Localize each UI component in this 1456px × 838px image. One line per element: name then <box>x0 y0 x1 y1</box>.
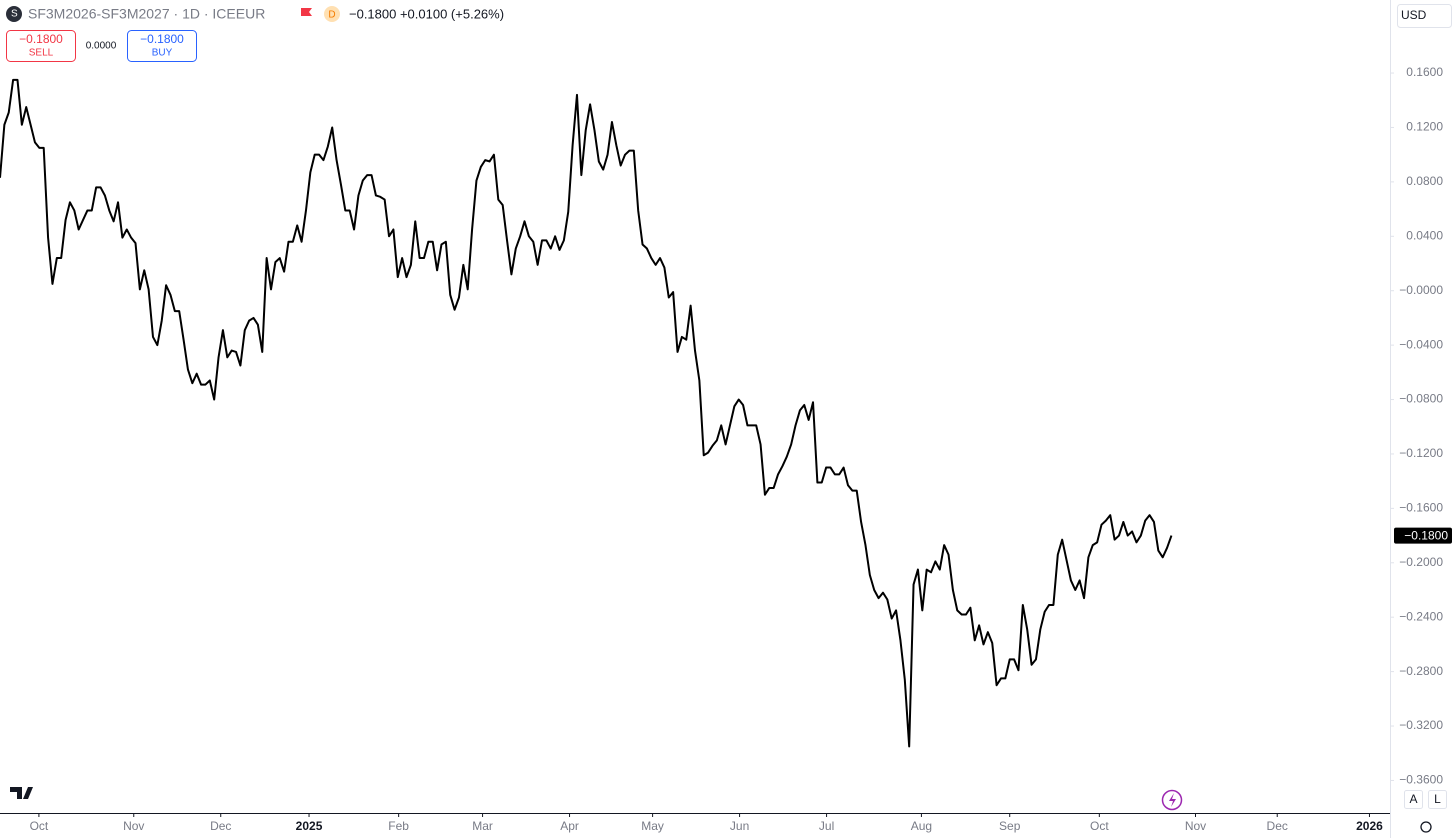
logo[interactable] <box>10 787 33 799</box>
y-tick-label: −0.3200 <box>1399 718 1443 732</box>
y-tick-label: −0.1600 <box>1399 501 1443 515</box>
y-tick-label: −0.0400 <box>1399 337 1443 351</box>
x-tick-label: Feb <box>388 819 409 833</box>
buy-price: −0.1800 <box>140 32 184 46</box>
symbol-icon-letter: S <box>11 9 18 20</box>
log-label: L <box>1434 792 1441 806</box>
y-tick-label: −0.2400 <box>1399 609 1443 623</box>
x-tick-label: Nov <box>1185 819 1206 833</box>
y-tick-label: −0.3600 <box>1399 773 1443 787</box>
x-tick-label: Aug <box>911 819 932 833</box>
x-tick-label: Jun <box>730 819 749 833</box>
badge-circle <box>324 6 340 22</box>
x-tick-label: May <box>641 819 664 833</box>
y-tick-label: −0.1200 <box>1399 446 1443 460</box>
symbol-title[interactable]: SF3M2026-SF3M2027 · 1D · ICEEUR <box>28 6 265 22</box>
spread: 0.0000 <box>86 41 117 52</box>
y-tick-label: 0.1600 <box>1406 65 1443 79</box>
badge: D <box>328 10 335 21</box>
price-line <box>0 78 1173 748</box>
currency: USD <box>1401 8 1427 22</box>
sell-button[interactable] <box>6 30 76 62</box>
x-tick-label: Mar <box>472 819 493 833</box>
x-tick-label: Dec <box>1267 819 1288 833</box>
auto-label: A <box>1409 792 1417 806</box>
lightning-button[interactable] <box>1161 789 1183 811</box>
x-tick-label: Oct <box>30 819 49 833</box>
quote: −0.1800 +0.0100 (+5.26%) <box>349 6 504 21</box>
currency-button[interactable] <box>1397 4 1452 28</box>
x-tick-label: Dec <box>210 819 231 833</box>
y-tick-label: −0.2800 <box>1399 664 1443 678</box>
y-tick-label: 0.0400 <box>1406 228 1443 242</box>
symbol-icon <box>6 6 22 22</box>
buy-button[interactable] <box>127 30 197 62</box>
buy-label: BUY <box>152 48 173 59</box>
x-tick-label: Nov <box>123 819 144 833</box>
last-price-label: −0.1800 <box>1404 529 1448 543</box>
y-tick-label: −0.0000 <box>1399 283 1443 297</box>
x-tick-label: Sep <box>999 819 1021 833</box>
y-tick-label: −0.0800 <box>1399 392 1443 406</box>
log-button[interactable] <box>1428 790 1447 809</box>
x-tick-label: 2026 <box>1356 819 1383 833</box>
flag-icon[interactable] <box>301 8 312 16</box>
lightning-icon <box>1169 793 1176 807</box>
x-tick-label: Jul <box>819 819 834 833</box>
x-tick-label: 2025 <box>296 819 323 833</box>
y-tick-label: 0.0800 <box>1406 174 1443 188</box>
last-price-box <box>1394 527 1452 544</box>
sell-price: −0.1800 <box>19 32 63 46</box>
y-tick-label: −0.2000 <box>1399 555 1443 569</box>
auto-button[interactable] <box>1404 790 1423 809</box>
x-tick-label: Oct <box>1090 819 1109 833</box>
sell-label: SELL <box>29 48 54 59</box>
y-tick-label: 0.1200 <box>1406 120 1443 134</box>
settings-icon[interactable] <box>1420 821 1432 833</box>
x-tick-label: Apr <box>560 819 579 833</box>
